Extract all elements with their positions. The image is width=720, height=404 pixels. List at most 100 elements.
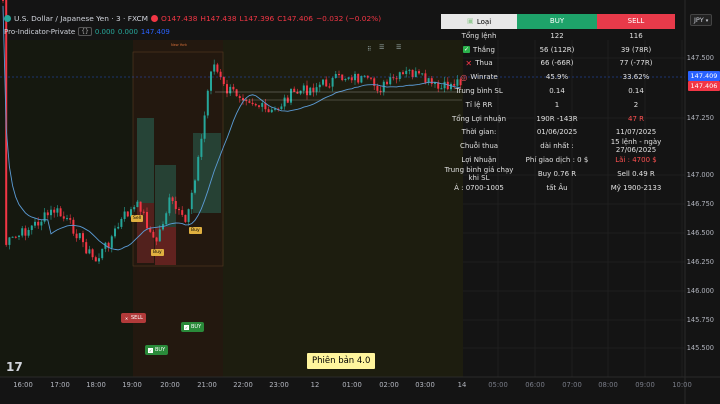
stats-row-buy: 0.14 (549, 87, 565, 96)
target-icon: ◎ (460, 72, 468, 82)
filter-sliders-icon[interactable]: ☰ (396, 44, 402, 51)
candle (360, 75, 363, 83)
stats-row-label: Tổng lệnh (461, 31, 497, 40)
candle (334, 74, 337, 78)
candle (434, 82, 436, 84)
candle (82, 233, 84, 243)
candle (366, 75, 369, 78)
candle (219, 71, 222, 78)
candle (126, 211, 129, 217)
indicator-name[interactable]: Pro-Indicator-Private (4, 27, 76, 36)
stats-row-buy: tất Âu (546, 183, 568, 192)
time-label: 23:00 (269, 381, 289, 389)
candle (229, 86, 232, 94)
currency-selector[interactable]: JPY ▾ (690, 14, 713, 26)
candle (453, 83, 456, 86)
status-dot-red (151, 15, 159, 22)
candle (309, 87, 312, 96)
time-label: 05:00 (488, 381, 508, 389)
candle (418, 71, 420, 74)
candle (114, 228, 116, 237)
tradingview-logo[interactable]: 17 (6, 360, 23, 374)
book-icon: ▣ (467, 17, 474, 25)
candle (235, 89, 238, 97)
time-label: 07:00 (562, 381, 582, 389)
price-label: 145.500 (686, 344, 714, 352)
time-label: 19:00 (122, 381, 142, 389)
candle (117, 226, 120, 229)
time-label: 01:00 (342, 381, 362, 389)
candle (66, 218, 68, 220)
time-label: 12 (310, 381, 320, 389)
check-icon: ✓ (184, 324, 189, 330)
stats-row: ✓ Thắng 56 (112R) 39 (78R) (441, 43, 675, 57)
candle (280, 106, 283, 110)
settings-sliders-icon[interactable]: ☰ (379, 44, 385, 51)
candle (302, 85, 305, 91)
candle (98, 258, 100, 262)
signal-buy-2[interactable]: ✓ BUY (145, 345, 169, 355)
time-label: 18:00 (86, 381, 106, 389)
signal-buy[interactable]: ✓ BUY (181, 322, 205, 332)
candle (78, 233, 81, 239)
stats-header-row: ▣ Loại BUY SELL (441, 14, 675, 29)
candle (213, 64, 216, 72)
candle (242, 98, 244, 101)
time-label: 16:00 (13, 381, 33, 389)
code-icon[interactable]: {} (78, 27, 92, 36)
candle (405, 70, 408, 75)
signal-sell[interactable]: ✕ SELL (121, 313, 146, 323)
time-label: 22:00 (233, 381, 253, 389)
candle (101, 248, 104, 259)
candle (50, 209, 52, 216)
candle (27, 230, 30, 236)
candle (174, 201, 177, 210)
price-tag-indicator: 147.409 (688, 71, 720, 81)
stats-row-buy: 66 (-66R) (540, 59, 574, 68)
stats-row-buy: dài nhất : (540, 142, 574, 151)
candle (130, 209, 132, 217)
candle (283, 97, 286, 107)
grip-icon[interactable]: ⠿ (367, 46, 372, 53)
trade-zone-tp-2 (155, 165, 176, 227)
candle (379, 90, 382, 92)
candle (181, 210, 184, 215)
stats-row: Tổng lệnh 122 116 (441, 29, 675, 43)
stats-row-label: ◎ Winrate (460, 72, 498, 82)
candle (75, 233, 78, 239)
candle (187, 209, 190, 222)
stats-row-buy: Phí giao dịch : 0 $ (525, 156, 589, 165)
stats-row-label: Thời gian: (461, 128, 497, 137)
candle (59, 208, 62, 217)
candle (238, 96, 241, 99)
candle (197, 156, 200, 181)
candle (270, 109, 273, 113)
candle (427, 78, 430, 83)
candle (274, 108, 276, 110)
stats-header-sell: SELL (597, 14, 675, 29)
candle (328, 86, 331, 88)
time-label: 08:00 (598, 381, 618, 389)
indicator-value-2: 0.000 (117, 27, 138, 36)
candle (94, 257, 97, 262)
candle (136, 201, 139, 208)
candle (158, 229, 161, 242)
newyork-box (132, 51, 224, 267)
candle (443, 81, 446, 89)
candle (232, 86, 235, 90)
candle (133, 207, 136, 210)
symbol-name[interactable]: U.S. Dollar / Japanese Yen · 3 · FXCM (14, 14, 149, 23)
candle (152, 231, 155, 238)
candle (194, 180, 196, 193)
candle (34, 221, 36, 226)
time-label: 10:00 (672, 381, 692, 389)
stats-row: Lợi Nhuận Phí giao dịch : 0 $ Lãi : 4700 $ (441, 153, 675, 167)
candle (456, 79, 459, 86)
candle (402, 72, 404, 75)
candle (254, 104, 257, 106)
candle (123, 211, 126, 219)
stats-row: Tỉ lệ RR 1 2 (441, 98, 675, 112)
candle (373, 78, 376, 86)
